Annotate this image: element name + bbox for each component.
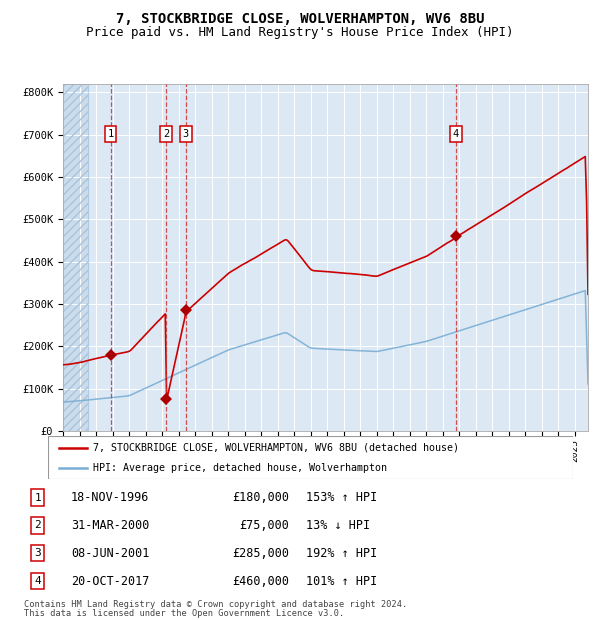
Text: 08-JUN-2001: 08-JUN-2001 xyxy=(71,547,149,560)
Text: 18-NOV-1996: 18-NOV-1996 xyxy=(71,491,149,504)
Text: 192% ↑ HPI: 192% ↑ HPI xyxy=(305,547,377,560)
Text: 20-OCT-2017: 20-OCT-2017 xyxy=(71,575,149,588)
Text: 2: 2 xyxy=(34,520,41,531)
Text: Price paid vs. HM Land Registry's House Price Index (HPI): Price paid vs. HM Land Registry's House … xyxy=(86,26,514,39)
Text: 7, STOCKBRIDGE CLOSE, WOLVERHAMPTON, WV6 8BU: 7, STOCKBRIDGE CLOSE, WOLVERHAMPTON, WV6… xyxy=(116,12,484,27)
Text: 1: 1 xyxy=(107,129,114,139)
Text: 153% ↑ HPI: 153% ↑ HPI xyxy=(305,491,377,504)
Text: 2: 2 xyxy=(163,129,169,139)
Text: 7, STOCKBRIDGE CLOSE, WOLVERHAMPTON, WV6 8BU (detached house): 7, STOCKBRIDGE CLOSE, WOLVERHAMPTON, WV6… xyxy=(92,443,458,453)
Text: £180,000: £180,000 xyxy=(232,491,289,504)
Text: 3: 3 xyxy=(183,129,189,139)
Text: 31-MAR-2000: 31-MAR-2000 xyxy=(71,519,149,532)
Text: 4: 4 xyxy=(34,576,41,587)
Bar xyxy=(63,84,88,431)
Text: HPI: Average price, detached house, Wolverhampton: HPI: Average price, detached house, Wolv… xyxy=(92,463,386,473)
Text: £75,000: £75,000 xyxy=(239,519,289,532)
Text: 3: 3 xyxy=(34,548,41,559)
Text: 1: 1 xyxy=(34,492,41,503)
Text: Contains HM Land Registry data © Crown copyright and database right 2024.: Contains HM Land Registry data © Crown c… xyxy=(24,600,407,609)
Text: This data is licensed under the Open Government Licence v3.0.: This data is licensed under the Open Gov… xyxy=(24,609,344,618)
Text: 13% ↓ HPI: 13% ↓ HPI xyxy=(305,519,370,532)
Text: £460,000: £460,000 xyxy=(232,575,289,588)
Text: £285,000: £285,000 xyxy=(232,547,289,560)
FancyBboxPatch shape xyxy=(48,436,573,479)
Text: 101% ↑ HPI: 101% ↑ HPI xyxy=(305,575,377,588)
Text: 4: 4 xyxy=(453,129,459,139)
